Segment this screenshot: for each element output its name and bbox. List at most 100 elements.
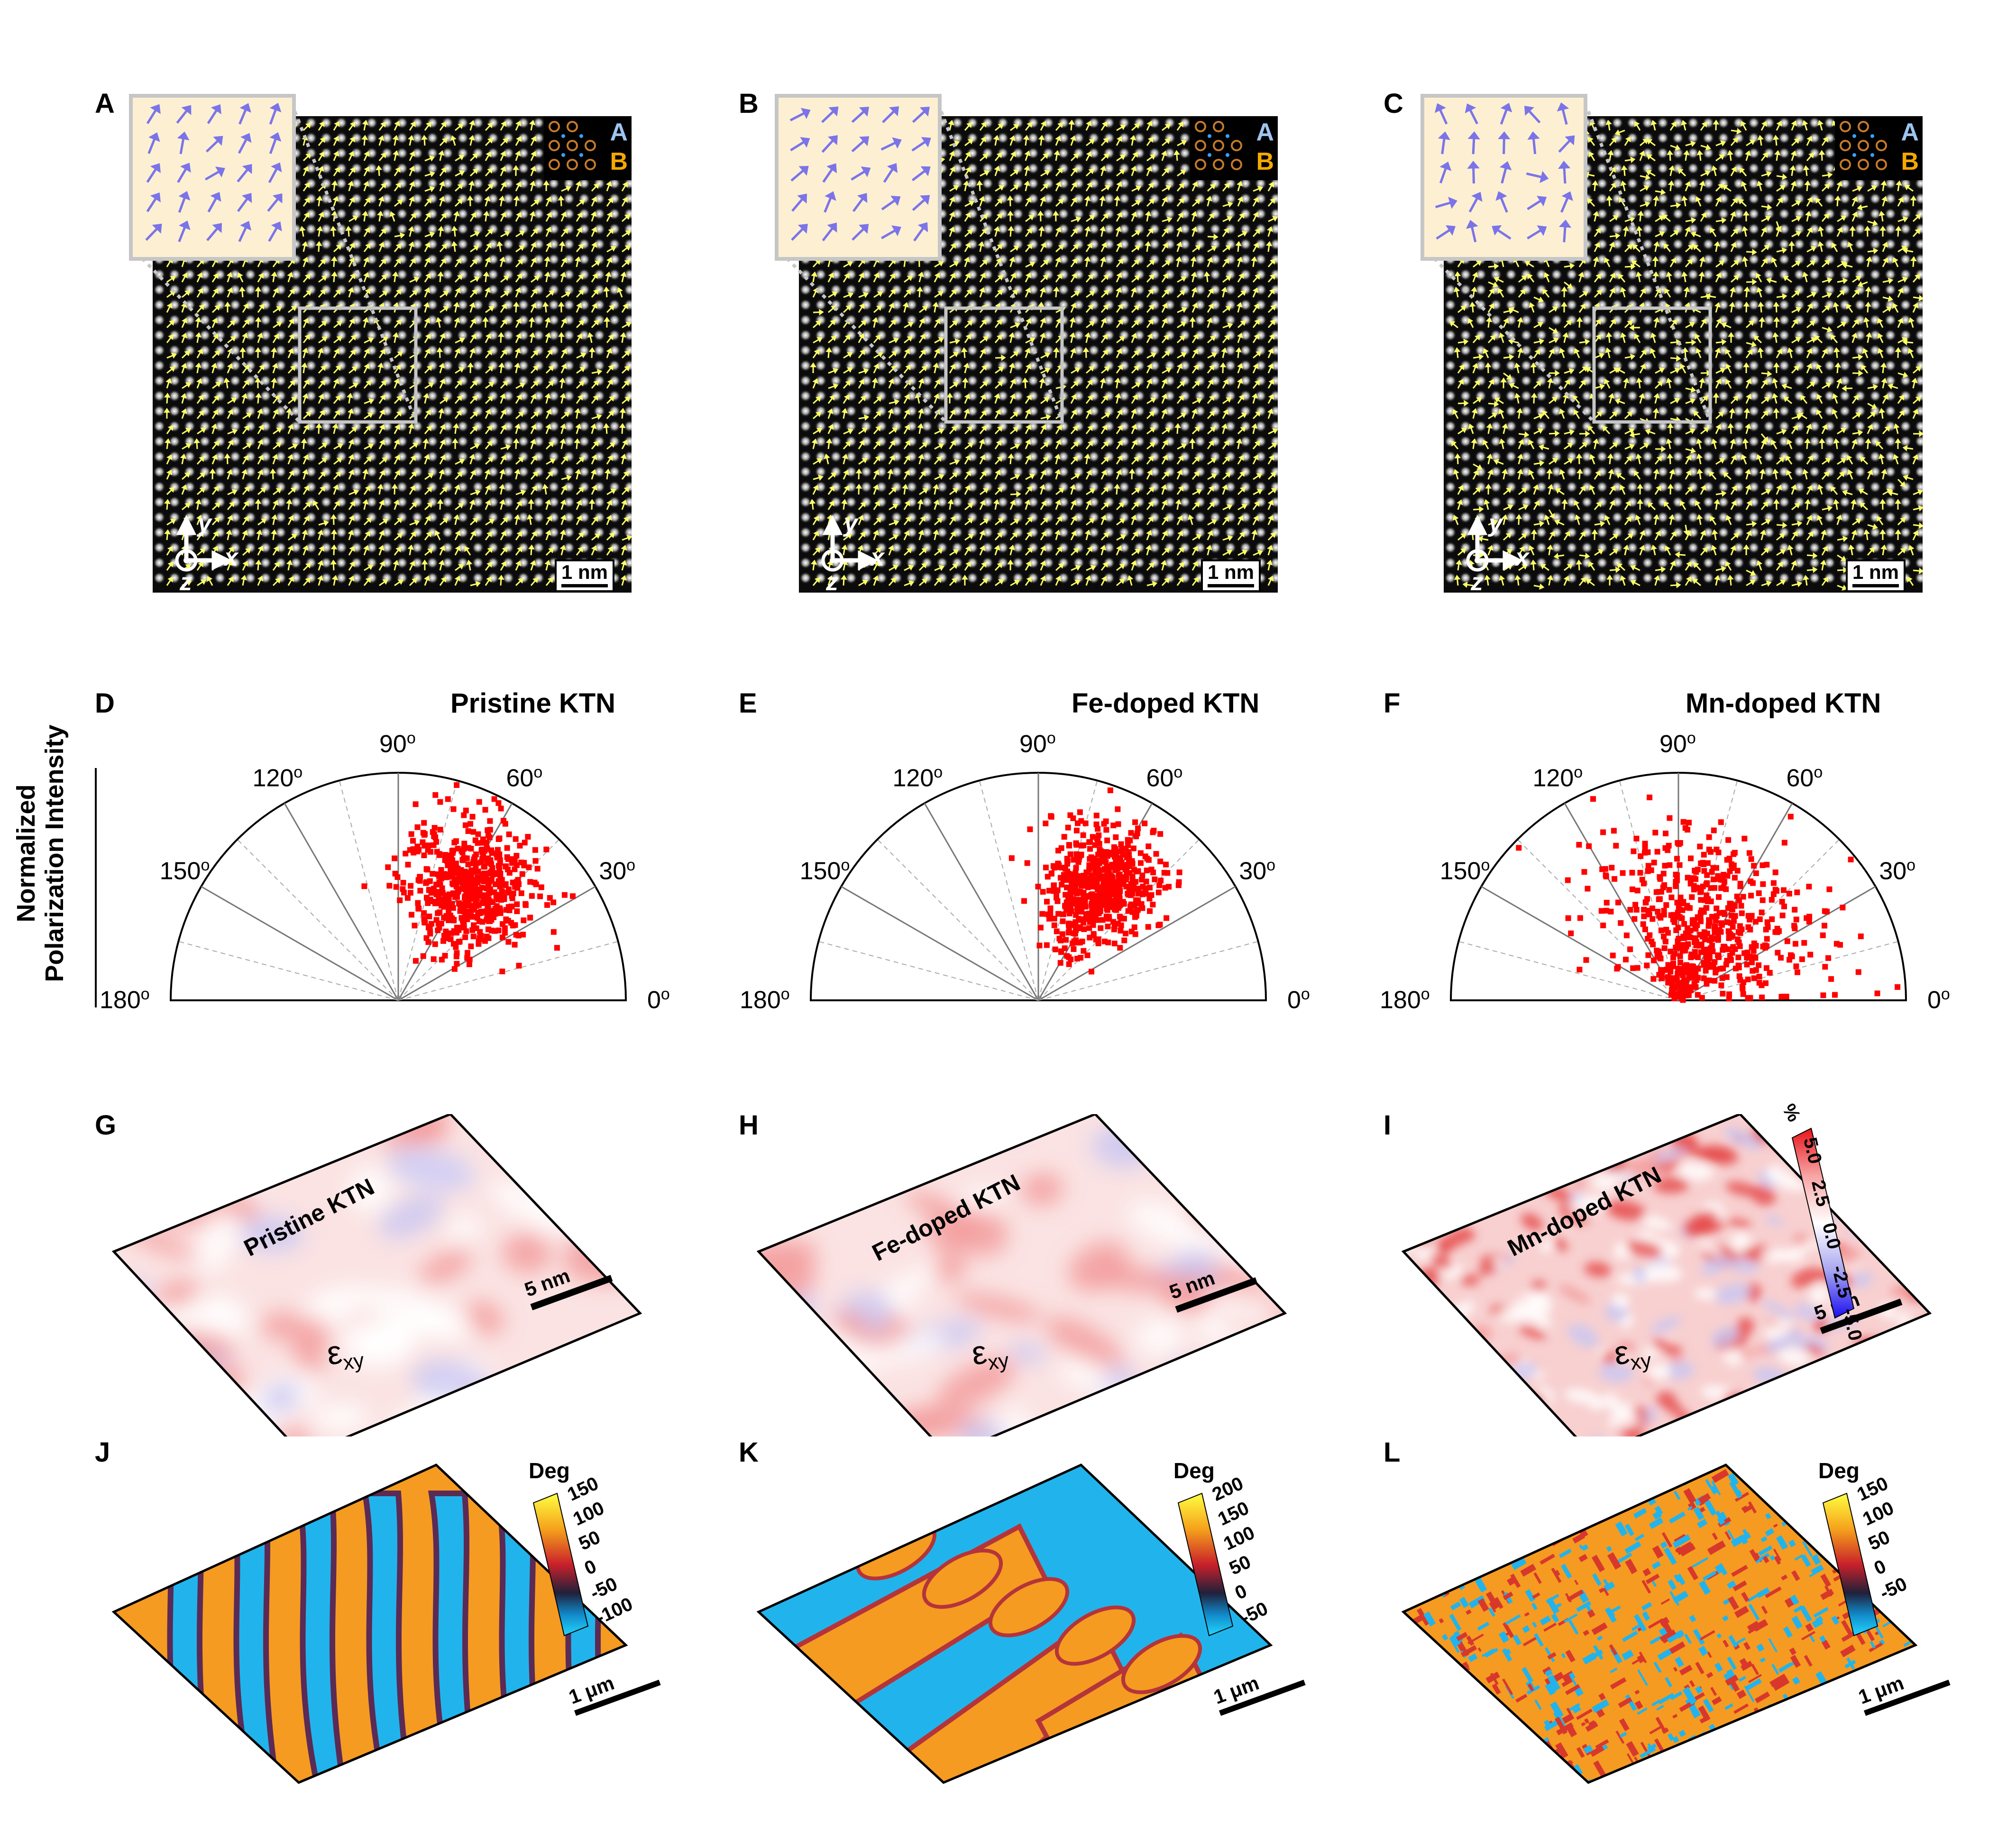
- data-point: [443, 852, 449, 859]
- data-point: [1675, 971, 1681, 977]
- data-point: [1793, 916, 1799, 923]
- data-point: [463, 928, 469, 934]
- data-point: [1643, 899, 1649, 905]
- data-point: [444, 915, 450, 921]
- data-point: [1157, 922, 1163, 928]
- data-point: [1807, 951, 1814, 958]
- data-point: [468, 943, 474, 950]
- data-point: [1764, 936, 1770, 942]
- data-point: [1821, 923, 1827, 929]
- data-point: [1576, 842, 1582, 848]
- data-point: [1744, 961, 1750, 968]
- polar-title-fe: Fe-doped KTN: [1072, 688, 1260, 719]
- data-point: [425, 900, 431, 906]
- data-point: [1689, 894, 1695, 900]
- data-point: [1082, 899, 1088, 905]
- panel-A-label: A: [95, 88, 115, 119]
- data-point: [1604, 899, 1610, 906]
- data-point: [499, 921, 505, 927]
- data-point: [1123, 931, 1129, 937]
- strain-eps-fe: εxy: [969, 1330, 1010, 1377]
- data-point: [513, 862, 520, 868]
- data-point: [1711, 961, 1717, 968]
- data-point: [1111, 926, 1117, 933]
- data-point: [1087, 846, 1093, 852]
- data-point: [1709, 869, 1715, 875]
- data-point: [1087, 839, 1093, 845]
- data-point: [1105, 924, 1111, 930]
- data-point: [405, 861, 411, 868]
- polar-angle-label: 180o: [1380, 985, 1430, 1014]
- data-point: [1736, 964, 1742, 970]
- data-point: [1118, 928, 1124, 934]
- data-point: [442, 952, 448, 959]
- data-point: [1054, 928, 1060, 934]
- data-point: [1736, 973, 1742, 979]
- data-point: [1095, 936, 1101, 942]
- data-point: [431, 833, 437, 839]
- data-point: [476, 910, 482, 916]
- data-point: [1103, 818, 1109, 824]
- data-point: [1677, 862, 1683, 868]
- data-point: [1693, 942, 1699, 949]
- scale-bar-label: 1 nm: [1208, 561, 1255, 583]
- data-point: [1673, 878, 1679, 885]
- polar-plot-pristine: [169, 772, 627, 1001]
- data-point: [538, 884, 544, 890]
- data-point: [441, 904, 447, 910]
- data-point: [1739, 910, 1745, 916]
- data-point: [1724, 919, 1731, 925]
- data-point: [550, 899, 557, 906]
- legend-label-B: B: [1901, 148, 1919, 175]
- data-point: [427, 931, 433, 937]
- data-point: [1686, 974, 1692, 980]
- data-point: [1753, 967, 1759, 973]
- data-point: [1713, 970, 1719, 976]
- axis-x-label: x: [1515, 544, 1529, 571]
- data-point: [526, 864, 532, 870]
- data-point: [509, 860, 515, 866]
- data-point: [1057, 960, 1063, 966]
- data-point: [1772, 929, 1778, 935]
- data-point: [1055, 911, 1062, 917]
- data-point: [1127, 904, 1134, 910]
- data-point: [1618, 920, 1624, 926]
- data-point: [1661, 882, 1668, 888]
- scale-bar-label: 1 nm: [561, 561, 608, 583]
- pfm-colorbar-K: [1177, 1492, 1234, 1637]
- data-point: [1718, 982, 1724, 988]
- data-point: [1072, 873, 1078, 879]
- zoom-box-A: [298, 306, 418, 424]
- data-point: [1662, 862, 1668, 869]
- data-point: [547, 895, 553, 901]
- data-point: [1118, 860, 1125, 866]
- data-point: [1093, 900, 1100, 906]
- data-point: [1706, 919, 1712, 925]
- data-point: [1658, 915, 1664, 921]
- data-point: [1759, 994, 1765, 1000]
- data-point: [1583, 957, 1589, 963]
- data-point: [459, 871, 465, 877]
- data-point: [514, 908, 520, 915]
- data-point: [1051, 882, 1057, 888]
- lattice-legend-icon: [1195, 121, 1242, 170]
- data-point: [1840, 905, 1846, 911]
- data-point: [1633, 906, 1640, 913]
- data-point: [1668, 894, 1675, 900]
- data-point: [1063, 937, 1069, 943]
- data-point: [432, 941, 438, 947]
- data-point: [1068, 921, 1074, 927]
- data-point: [1793, 963, 1799, 970]
- data-point: [1663, 902, 1669, 908]
- data-point: [1090, 883, 1096, 889]
- data-point: [1157, 859, 1164, 865]
- panel-D-label: D: [95, 688, 115, 719]
- data-point: [1745, 976, 1751, 982]
- data-point: [1676, 935, 1682, 942]
- axis-triad-B: y x z: [819, 510, 890, 597]
- site-legend-C: A B: [1835, 116, 1923, 180]
- inset-C: [1420, 94, 1587, 261]
- data-point: [1757, 916, 1763, 922]
- data-point: [412, 958, 419, 964]
- data-point: [1806, 884, 1812, 890]
